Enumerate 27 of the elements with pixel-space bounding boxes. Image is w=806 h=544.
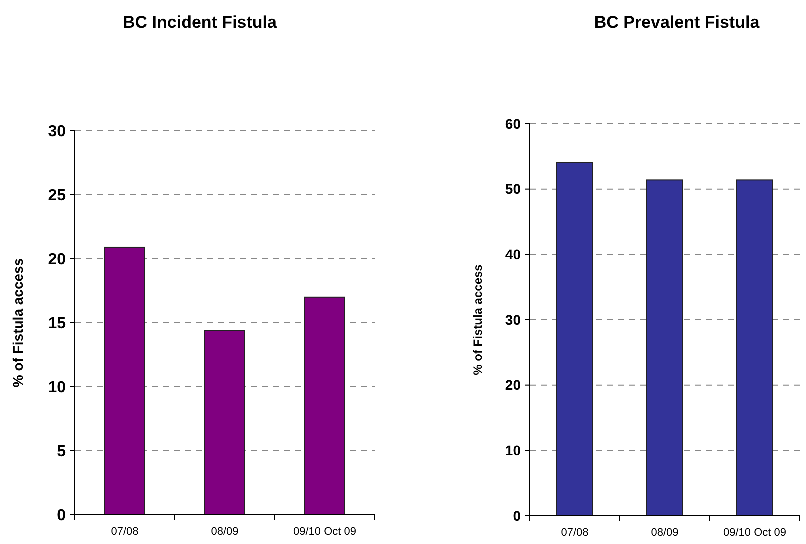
y-tick-label: 10: [505, 442, 522, 459]
y-tick-label: 20: [48, 252, 66, 269]
y-tick-label: 0: [57, 508, 66, 525]
x-tick-label: 09/10 Oct 09: [724, 527, 786, 539]
x-tick-label: 07/08: [561, 527, 589, 539]
y-tick-label: 20: [505, 377, 522, 394]
bar: [104, 246, 146, 516]
x-tick-label: 08/09: [211, 526, 239, 538]
y-tick-label: 40: [505, 246, 522, 263]
y-axis-title: % of Fistula access: [10, 258, 26, 388]
x-tick-label: 08/09: [651, 527, 679, 539]
chart-title: BC Prevalent Fistula: [594, 13, 760, 32]
y-tick-label: 30: [48, 124, 66, 141]
bar: [204, 330, 246, 516]
y-tick-label: 15: [48, 316, 66, 333]
y-tick-label: 50: [505, 181, 522, 198]
y-tick-label: 0: [513, 508, 522, 524]
x-tick-label: 09/10 Oct 09: [294, 526, 356, 538]
y-tick-label: 60: [505, 116, 522, 132]
y-axis-title: % of Fistula access: [471, 264, 486, 376]
x-tick-label: 07/08: [111, 526, 139, 538]
y-tick-label: 10: [48, 380, 66, 397]
y-tick-label: 30: [505, 312, 522, 328]
y-tick-label: 5: [57, 444, 66, 461]
chart-title: BC Incident Fistula: [123, 13, 278, 32]
y-tick-label: 25: [48, 188, 66, 205]
bar: [304, 296, 346, 516]
